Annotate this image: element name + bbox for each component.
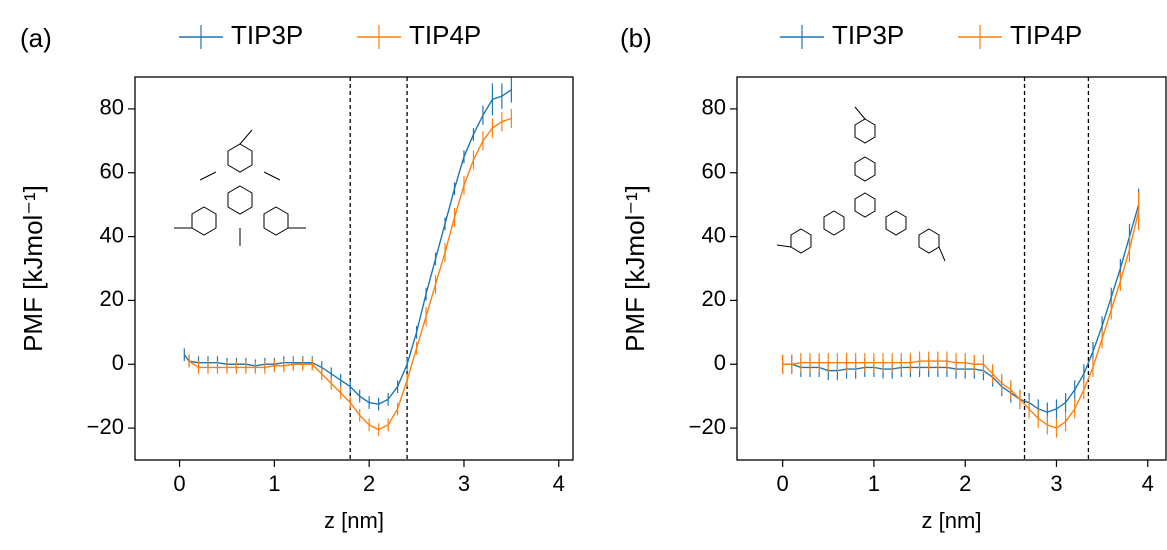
y-tick-label: 80 [100,95,124,120]
y-tick-label: −20 [689,414,726,439]
y-tick-label: 40 [702,222,726,247]
molecule-a [174,129,306,246]
y-tick-label: 60 [100,159,124,184]
series-line [782,210,1140,429]
x-tick-label: 1 [868,471,880,496]
x-tick-label: 4 [1142,471,1154,496]
y-axis-label: PMF [kJmol⁻¹] [18,185,48,352]
x-tick-label: 1 [268,471,280,496]
y-tick-label: 60 [702,159,726,184]
axes-frame [134,76,574,461]
x-axis-label: z [nm] [922,508,982,533]
y-tick-label: −20 [87,414,124,439]
y-tick-label: 0 [714,350,726,375]
panel-label: (a) [20,23,52,53]
y-axis-label: PMF [kJmol⁻¹] [620,185,650,352]
axes-frame [736,76,1167,461]
x-tick-label: 3 [458,471,470,496]
x-axis-label: z [nm] [324,508,384,533]
x-tick-label: 0 [173,471,185,496]
panel-label: (b) [620,23,652,53]
molecule-b [776,106,946,262]
legend-label: TIP3P [231,20,303,50]
legend-label: TIP4P [409,20,481,50]
y-tick-label: 80 [702,95,726,120]
x-tick-label: 2 [363,471,375,496]
x-tick-label: 2 [959,471,971,496]
legend-label: TIP4P [1010,20,1082,50]
series-line [782,204,1140,413]
y-tick-label: 0 [112,350,124,375]
series-line [183,89,512,405]
x-tick-label: 4 [553,471,565,496]
legend-label: TIP3P [832,20,904,50]
y-tick-label: 20 [100,286,124,311]
x-tick-label: 3 [1050,471,1062,496]
y-tick-label: 20 [702,286,726,311]
x-tick-label: 0 [777,471,789,496]
y-tick-label: 40 [100,222,124,247]
